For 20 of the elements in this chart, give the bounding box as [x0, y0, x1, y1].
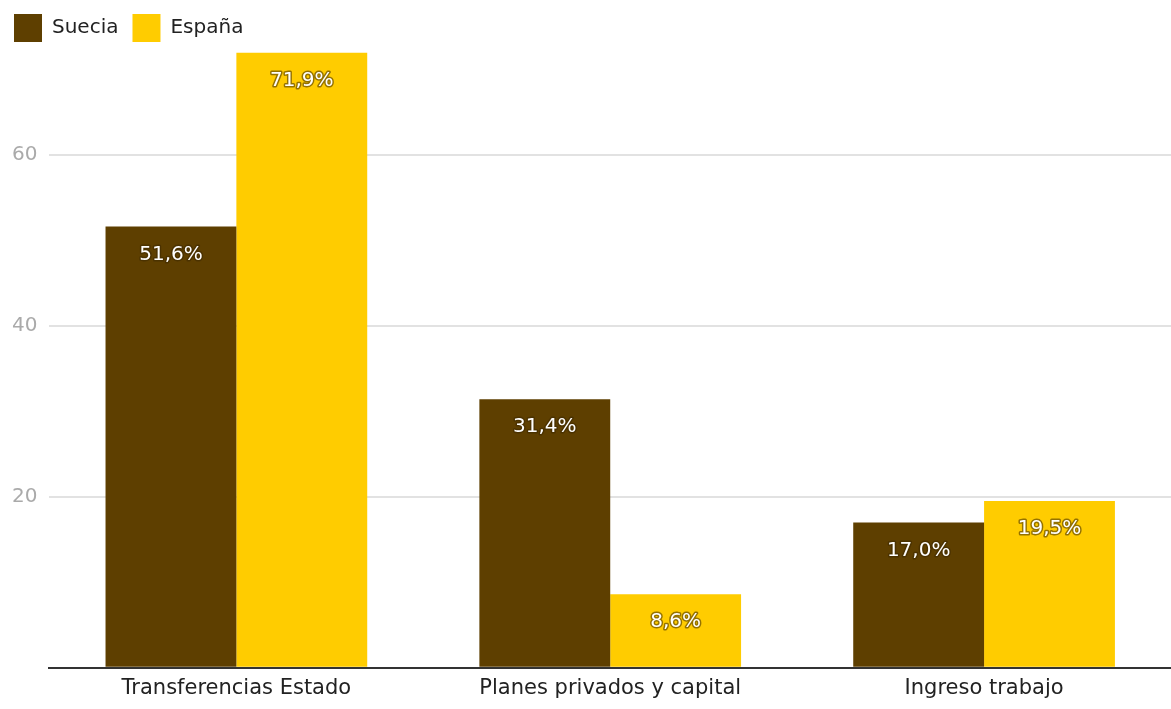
- legend-label: Suecia: [52, 14, 119, 39]
- legend-label: España: [170, 14, 244, 39]
- y-tick-label: 60: [12, 140, 38, 165]
- bar: [853, 522, 985, 667]
- x-tick-label: Transferencias Estado: [120, 674, 352, 699]
- bar: [105, 226, 237, 667]
- y-tick-label: 40: [12, 311, 38, 336]
- bar: [236, 52, 368, 667]
- bar: [479, 399, 611, 667]
- data-label: 51,6%: [139, 240, 203, 265]
- y-tick-label: 20: [12, 482, 38, 507]
- data-label: 19,5%: [1017, 515, 1082, 540]
- x-tick-label: Planes privados y capital: [479, 674, 742, 699]
- data-label: 31,4%: [513, 413, 577, 438]
- x-tick-label: Ingreso trabajo: [904, 674, 1064, 699]
- data-label: 71,9%: [270, 67, 334, 92]
- data-label: 8,6%: [650, 608, 702, 633]
- bar: [610, 594, 742, 667]
- data-label: 17,0%: [886, 536, 951, 561]
- bar: [984, 501, 1115, 667]
